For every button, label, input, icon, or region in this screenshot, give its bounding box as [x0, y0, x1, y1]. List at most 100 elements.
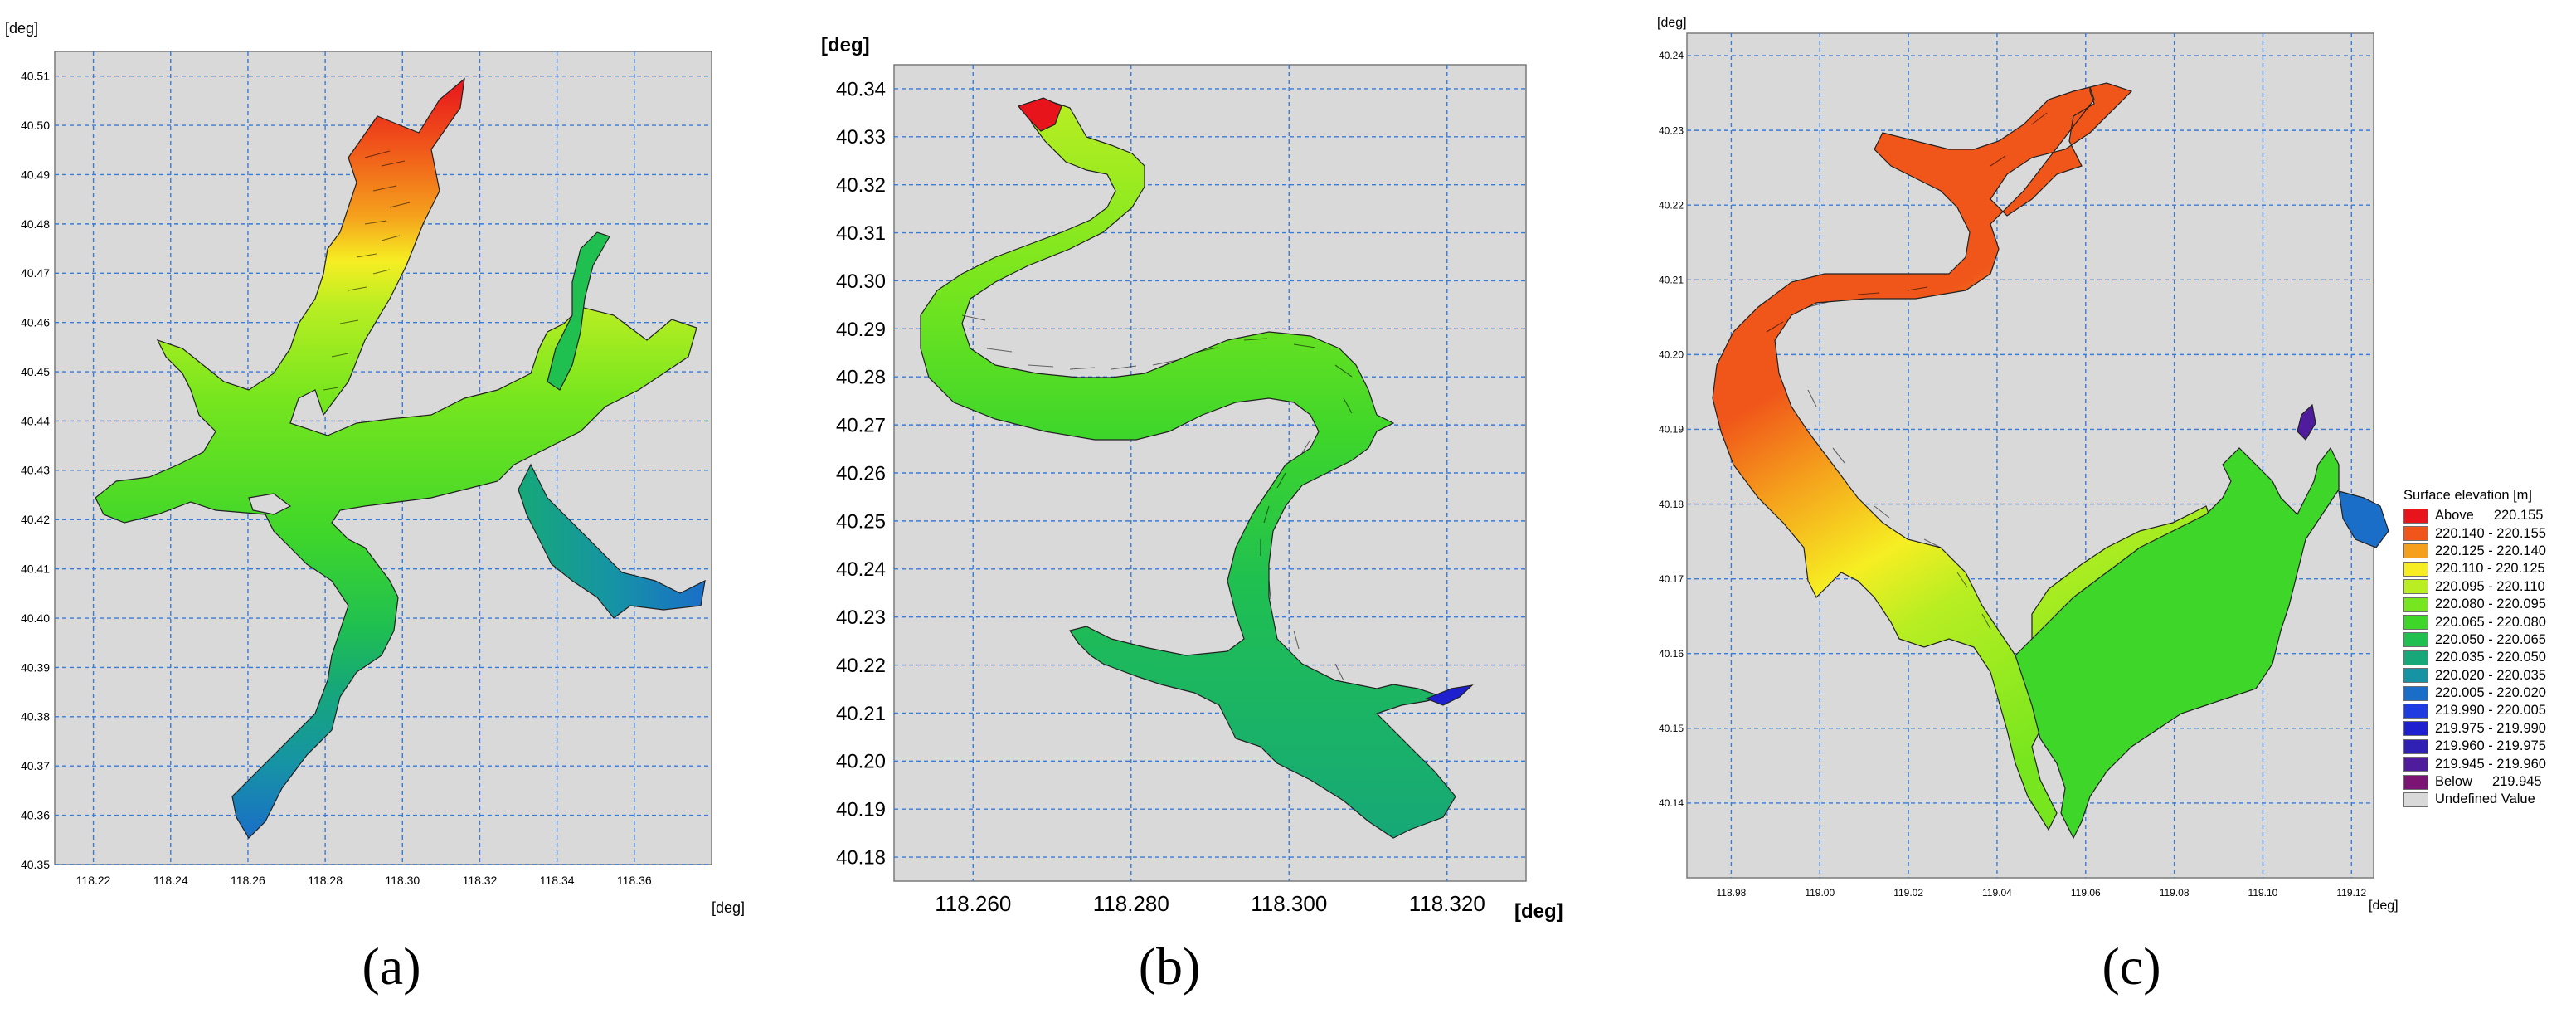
y-tick-label: 40.34: [836, 78, 886, 100]
x-tick-label: 119.00: [1805, 887, 1835, 899]
x-unit-label: [deg]: [2369, 899, 2399, 913]
legend-item: 219.975 - 219.990: [2403, 720, 2569, 738]
y-tick-label: 40.24: [836, 558, 886, 581]
legend-swatch: [2403, 738, 2428, 754]
x-tick-label: 119.12: [2336, 887, 2366, 899]
caption-b: (b): [1138, 937, 1201, 996]
east-arm-c: [2338, 490, 2389, 548]
legend-label: 219.975 - 219.990: [2435, 720, 2546, 736]
y-axis-ticks: 40.14 40.15 40.16 40.17 40.18 40.19 40.20 40.21…: [1659, 50, 1684, 809]
y-tick-label: 40.23: [836, 606, 886, 629]
legend-label: 219.990 - 220.005: [2435, 703, 2546, 719]
legend-label: 220.005 - 220.020: [2435, 685, 2546, 701]
legend-swatch: [2403, 685, 2428, 701]
x-axis-ticks: 118.98 119.00 119.02 119.04 119.06 119.08 119.…: [1717, 887, 2367, 899]
legend-item: Undefined Value: [2403, 791, 2569, 808]
x-tick-label: 118.32: [463, 874, 498, 887]
y-unit-label: [deg]: [5, 20, 38, 37]
x-tick-label: 118.36: [617, 874, 652, 887]
x-unit-label: [deg]: [712, 899, 745, 916]
legend-label: 220.065 - 220.080: [2435, 614, 2546, 630]
legend-swatch: [2403, 597, 2428, 612]
plot-a: 40.35 40.36 40.37 40.38 40.39 40.40 40.41 40.42…: [5, 20, 745, 916]
x-tick-label: 118.98: [1717, 887, 1747, 899]
y-tick-label: 40.23: [1659, 124, 1684, 136]
y-tick-label: 40.14: [1659, 797, 1684, 809]
y-tick-label: 40.28: [836, 367, 886, 389]
northeast-arm-a: [547, 231, 610, 391]
legend-label: 220.110 - 220.125: [2435, 561, 2545, 577]
y-tick-label: 40.49: [21, 168, 50, 181]
y-tick-label: 40.44: [21, 414, 50, 427]
y-tick-label: 40.45: [21, 365, 50, 378]
y-tick-label: 40.24: [1659, 50, 1684, 61]
y-tick-label: 40.18: [836, 846, 886, 869]
x-tick-label: 118.280: [1093, 891, 1169, 916]
x-tick-label: 118.260: [935, 891, 1011, 916]
y-tick-label: 40.15: [1659, 723, 1684, 734]
x-tick-label: 119.02: [1893, 887, 1923, 899]
reservoir-shape-a: [95, 77, 697, 839]
x-tick-label: 119.08: [2160, 887, 2190, 899]
legend-item: 220.020 - 220.035: [2403, 667, 2569, 684]
legend-label: 220.140 - 220.155: [2435, 525, 2546, 541]
y-tick-label: 40.17: [1659, 573, 1684, 585]
x-unit-label: [deg]: [1514, 900, 1563, 923]
y-tick-label: 40.37: [21, 759, 50, 772]
y-tick-label: 40.36: [21, 809, 50, 822]
x-tick-label: 118.300: [1251, 891, 1327, 916]
y-tick-label: 40.27: [836, 415, 886, 437]
y-tick-label: 40.22: [1659, 199, 1684, 211]
legend-label: 220.035 - 220.050: [2435, 650, 2546, 665]
y-tick-label: 40.20: [1659, 349, 1684, 361]
water-body: [920, 97, 1474, 839]
legend-swatch: [2403, 526, 2428, 542]
y-tick-label: 40.25: [836, 510, 886, 533]
legend-swatch: [2403, 543, 2428, 559]
y-tick-label: 40.46: [21, 316, 50, 329]
x-tick-label: 118.30: [385, 874, 420, 887]
y-tick-label: 40.21: [1659, 274, 1684, 285]
y-tick-label: 40.20: [836, 751, 886, 773]
y-axis-ticks: 40.18 40.19 40.20 40.21 40.22 40.23 40.24 40.25…: [836, 78, 886, 869]
legend-swatch: [2403, 721, 2428, 737]
x-tick-label: 118.34: [540, 874, 575, 887]
legend-item: 220.065 - 220.080: [2403, 613, 2569, 631]
legend-swatch: [2403, 792, 2428, 807]
y-tick-label: 40.42: [21, 513, 50, 526]
y-tick-label: 40.30: [836, 270, 886, 293]
legend-value: 219.945: [2491, 774, 2542, 790]
panel-b: 40.18 40.19 40.20 40.21 40.22 40.23 40.24 40.25…: [796, 0, 1592, 929]
velocity-vectors-b: [961, 314, 1353, 681]
x-tick-label: 118.320: [1409, 891, 1485, 916]
panel-a: 40.35 40.36 40.37 40.38 40.39 40.40 40.41 40.42…: [0, 0, 746, 929]
legend-item: 220.110 - 220.125: [2403, 560, 2569, 577]
legend-swatch: [2403, 615, 2428, 631]
plot-c: 40.14 40.15 40.16 40.17 40.18 40.19 40.20 40.21…: [1657, 16, 2399, 913]
inner-island-a: [248, 493, 292, 515]
legend-title: Surface elevation [m]: [2403, 488, 2532, 503]
legend-item: 220.125 - 220.140: [2403, 543, 2569, 560]
y-tick-label: 40.19: [836, 799, 886, 821]
y-tick-label: 40.50: [21, 119, 50, 132]
legend-label: 219.945 - 219.960: [2435, 756, 2546, 772]
y-tick-label: 40.38: [21, 710, 50, 723]
panel-c: 40.14 40.15 40.16 40.17 40.18 40.19 40.20 40.21…: [1642, 0, 2399, 929]
y-tick-label: 40.21: [836, 703, 886, 725]
plot-b: 40.18 40.19 40.20 40.21 40.22 40.23 40.24 40.25…: [821, 34, 1563, 923]
y-tick-label: 40.35: [21, 858, 50, 871]
x-tick-label: 119.10: [2248, 887, 2278, 899]
north-inlet-c: [2297, 403, 2316, 441]
y-tick-label: 40.29: [836, 319, 886, 341]
legend-label: Below: [2435, 774, 2472, 790]
y-tick-label: 40.32: [836, 174, 886, 197]
velocity-vectors-a: [323, 150, 411, 391]
y-tick-label: 40.43: [21, 464, 50, 477]
legend-item: Above 220.155: [2403, 507, 2569, 524]
x-tick-label: 118.24: [153, 874, 188, 887]
legend-label: 220.020 - 220.035: [2435, 667, 2546, 683]
x-axis-ticks: 118.22 118.24 118.26 118.28 118.30 118.32 118.…: [76, 874, 652, 887]
south-basin-c: [2015, 446, 2340, 840]
y-tick-label: 40.47: [21, 266, 50, 280]
legend-item: Below 219.945: [2403, 773, 2569, 791]
